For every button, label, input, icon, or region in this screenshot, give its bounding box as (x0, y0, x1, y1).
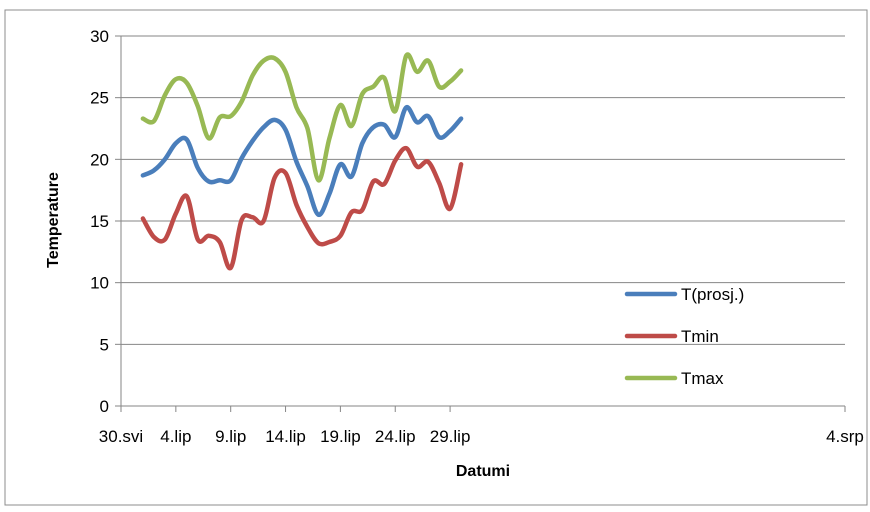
x-tick-label: 14.lip (265, 427, 306, 446)
series-lines (140, 52, 464, 271)
y-tick-label: 0 (100, 397, 109, 416)
axes (115, 35, 846, 412)
series-line-2 (140, 52, 464, 183)
x-axis-title: Datumi (456, 463, 510, 480)
legend-label: Tmin (681, 327, 719, 346)
legend-label: Tmax (681, 369, 724, 388)
legend: T(prosj.) Tmin Tmax (624, 285, 744, 388)
y-tick-label: 15 (90, 212, 109, 231)
y-tick-label: 5 (100, 335, 109, 354)
x-tick-label: 30.svi (99, 427, 143, 446)
x-tick-label: 29.lip (430, 427, 471, 446)
series-line-1 (140, 145, 464, 271)
x-tick-label: 9.lip (215, 427, 246, 446)
series-line-0 (140, 105, 464, 218)
y-tick-label: 25 (90, 89, 109, 108)
x-tick-label: 19.lip (320, 427, 361, 446)
x-tick-label: 24.lip (375, 427, 416, 446)
y-tick-label: 30 (90, 27, 109, 46)
x-tick-label: 4.lip (160, 427, 191, 446)
legend-label: T(prosj.) (681, 285, 744, 304)
y-tick-label: 10 (90, 274, 109, 293)
tick-labels: 0 5 10 15 20 25 30 30.svi 4.lip 9.lip 14.lip 19.lip… (90, 27, 864, 446)
x-tick-label: 4.srp (826, 427, 864, 446)
chart-border (4, 9, 868, 506)
y-axis-title: Temperature (45, 172, 62, 268)
y-tick-label: 20 (90, 150, 109, 169)
